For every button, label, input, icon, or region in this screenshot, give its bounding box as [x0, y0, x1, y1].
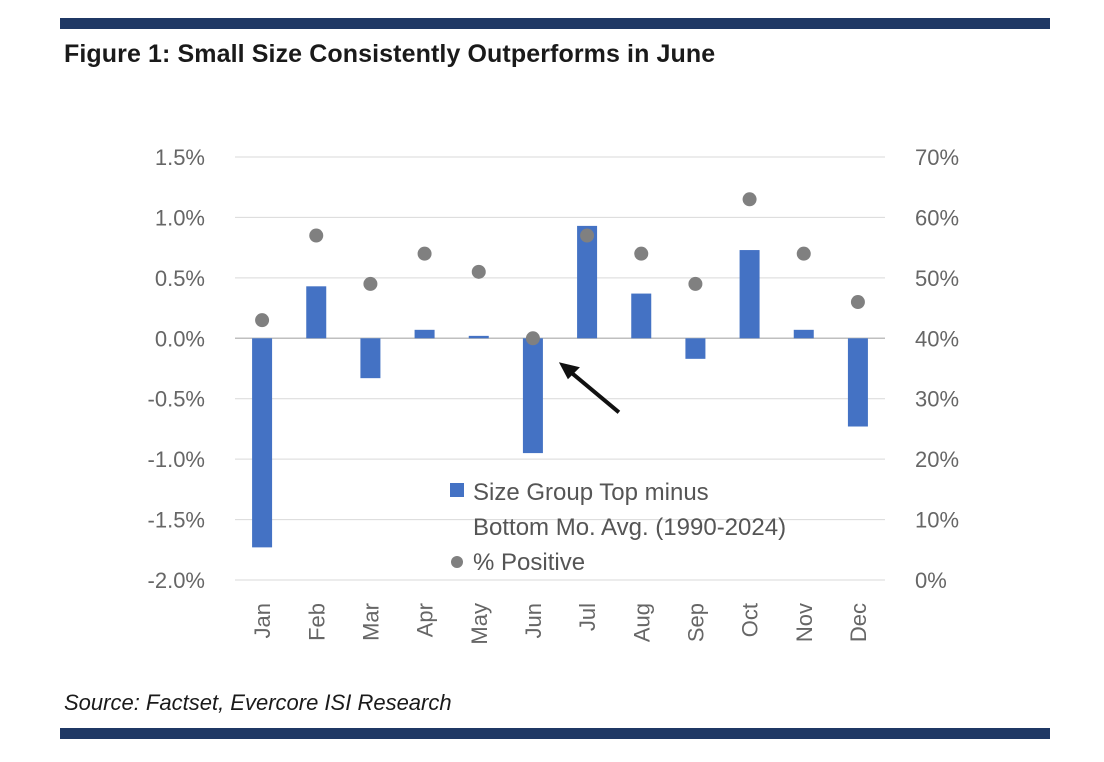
x-tick-label: Sep — [683, 603, 708, 642]
right-tick-label: 30% — [915, 387, 959, 412]
bar — [577, 225, 598, 339]
x-tick-label: Apr — [413, 603, 438, 637]
left-tick-label: 0.0% — [155, 326, 205, 351]
x-tick-label: Jun — [521, 603, 546, 638]
dot-point — [363, 276, 378, 291]
legend-bar-swatch — [450, 483, 464, 497]
legend-bar-label-line2: Bottom Mo. Avg. (1990-2024) — [473, 514, 786, 541]
dot-point — [417, 246, 432, 261]
x-tick-label: May — [467, 603, 492, 645]
left-tick-label: 1.0% — [155, 205, 205, 230]
right-tick-label: 20% — [915, 447, 959, 472]
right-tick-label: 0% — [915, 568, 947, 593]
bar — [685, 338, 706, 359]
legend-dot-label: % Positive — [473, 549, 585, 576]
x-tick-label: Dec — [846, 603, 871, 642]
left-tick-label: -1.5% — [148, 508, 205, 533]
right-tick-label: 50% — [915, 266, 959, 291]
x-tick-label: Mar — [358, 603, 383, 641]
x-tick-label: Oct — [738, 603, 763, 637]
dot-point — [742, 192, 757, 207]
dot-series — [255, 192, 865, 346]
source-note: Source: Factset, Evercore ISI Research — [64, 690, 452, 715]
dot-point — [580, 228, 595, 243]
arrow-head — [558, 362, 580, 380]
legend: Size Group Top minus Bottom Mo. Avg. (199… — [450, 479, 786, 576]
x-tick-label: Jan — [250, 603, 275, 638]
right-axis-ticks: 0% 10% 20% 30% 40% 50% 60% 70% — [915, 145, 959, 593]
bar — [847, 338, 868, 427]
x-tick-label: Nov — [792, 603, 817, 642]
bar — [793, 329, 814, 339]
right-tick-label: 60% — [915, 205, 959, 230]
left-axis-ticks: -2.0% -1.5% -1.0% -0.5% 0.0% 0.5% 1.0% 1.5% — [148, 145, 205, 593]
top-rule — [60, 18, 1050, 29]
left-tick-label: -0.5% — [148, 387, 205, 412]
x-tick-label: Aug — [629, 603, 654, 642]
gridlines — [235, 156, 885, 581]
left-tick-label: 1.5% — [155, 145, 205, 170]
left-tick-label: 0.5% — [155, 266, 205, 291]
legend-bar-label-line1: Size Group Top minus — [473, 479, 709, 506]
right-tick-label: 70% — [915, 145, 959, 170]
bar — [522, 338, 543, 454]
x-axis-ticks: Jan Feb Mar Apr May Jun Jul Aug Sep Oct Nov Dec — [250, 603, 871, 645]
bar — [252, 338, 273, 548]
dot-point — [688, 276, 703, 291]
bar — [306, 286, 327, 339]
bottom-rule — [60, 728, 1050, 739]
legend-dot-swatch — [451, 556, 463, 568]
dot-point — [471, 264, 486, 279]
arrow-shaft — [563, 365, 621, 414]
right-tick-label: 10% — [915, 508, 959, 533]
x-tick-label: Feb — [304, 603, 329, 641]
dot-point — [796, 246, 811, 261]
dot-point — [309, 228, 324, 243]
bar — [631, 293, 652, 339]
bar — [739, 250, 760, 339]
annotation-arrow — [558, 362, 621, 414]
x-tick-label: Jul — [575, 603, 600, 631]
bar — [468, 335, 489, 339]
figure-title: Figure 1: Small Size Consistently Outper… — [64, 40, 716, 68]
bar — [360, 338, 381, 379]
dot-point — [634, 246, 649, 261]
dot-point — [525, 331, 540, 346]
left-tick-label: -1.0% — [148, 447, 205, 472]
dot-point — [850, 295, 865, 310]
bar-series — [252, 225, 868, 548]
bar — [414, 329, 435, 339]
right-tick-label: 40% — [915, 326, 959, 351]
dot-point — [255, 313, 270, 328]
left-tick-label: -2.0% — [148, 568, 205, 593]
